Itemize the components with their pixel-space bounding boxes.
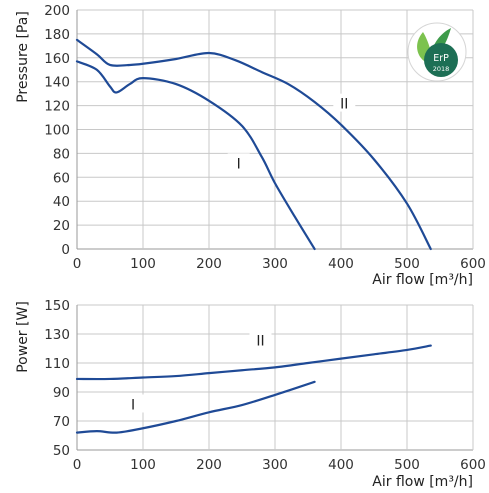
- y-axis-label: Power [W]: [15, 301, 31, 373]
- y-tick-label: 120: [44, 99, 70, 115]
- x-tick-label: 100: [130, 256, 156, 272]
- curve-label: II: [340, 97, 348, 113]
- x-tick-label: 0: [73, 457, 82, 473]
- x-tick-label: 400: [328, 256, 354, 272]
- pressure-chart: 0 20 40 60 80 100 120 140 160 180 200 0 100 200 300 400…: [15, 3, 486, 288]
- curve-label: I: [131, 398, 135, 414]
- y-tick-label: 130: [44, 327, 70, 343]
- y-tick-label: 80: [53, 146, 70, 162]
- curve-label-bg: [227, 153, 250, 172]
- y-tick-label: 70: [53, 414, 70, 430]
- y-tick-label: 200: [44, 3, 70, 19]
- x-axis-label: Air flow [m³/h]: [372, 474, 473, 490]
- y-tick-label: 100: [44, 123, 70, 139]
- x-tick-label: 100: [130, 457, 156, 473]
- y-axis-label: Pressure [Pa]: [15, 11, 31, 103]
- x-axis-label: Air flow [m³/h]: [372, 272, 473, 288]
- series-line-i: [75, 60, 316, 251]
- erp-badge-inner: [424, 43, 458, 77]
- series-line-ii: [75, 344, 432, 381]
- x-tick-label: 300: [262, 457, 288, 473]
- y-tick-label: 50: [53, 443, 70, 459]
- curve-label-bg: [333, 93, 356, 112]
- erp-badge: ErP 2018: [407, 22, 467, 82]
- x-tick-label: 400: [328, 457, 354, 473]
- y-tick-label: 60: [53, 170, 70, 186]
- y-tick-label: 140: [44, 75, 70, 91]
- curve-label-bg: [122, 394, 145, 413]
- x-tick-label: 500: [394, 256, 420, 272]
- curve-label: II: [256, 334, 264, 350]
- y-tick-label: 150: [44, 298, 70, 314]
- x-tick-label: 600: [460, 256, 486, 272]
- x-tick-label: 200: [196, 256, 222, 272]
- y-tick-label: 160: [44, 51, 70, 67]
- x-tick-label: 0: [73, 256, 82, 272]
- series-line-ii: [75, 38, 432, 251]
- x-tick-label: 600: [460, 457, 486, 473]
- y-tick-label: 40: [53, 194, 70, 210]
- y-tick-label: 180: [44, 27, 70, 43]
- series-line-i: [75, 380, 316, 434]
- x-tick-label: 300: [262, 256, 288, 272]
- y-tick-label: 90: [53, 385, 70, 401]
- x-tick-label: 200: [196, 457, 222, 473]
- curve-label-bg: [249, 330, 272, 349]
- erp-badge-text: ErP: [433, 53, 449, 64]
- x-tick-label: 500: [394, 457, 420, 473]
- curve-label: I: [237, 156, 241, 172]
- y-tick-label: 20: [53, 218, 70, 234]
- erp-badge-year: 2018: [433, 65, 450, 73]
- y-tick-label: 0: [61, 242, 70, 258]
- y-tick-label: 110: [44, 356, 70, 372]
